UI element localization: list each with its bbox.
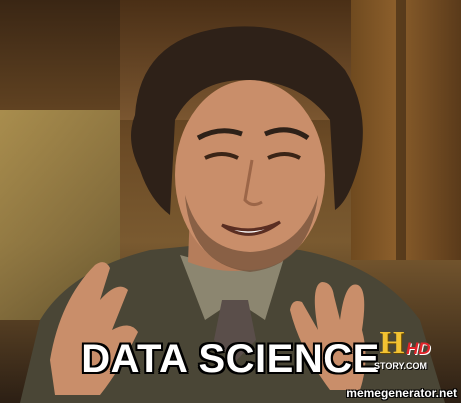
necktie [214,300,256,362]
channel-logo: H HD STORY.COM [374,325,444,380]
channel-logo-hd: HD [406,339,431,358]
right-eye [267,152,301,160]
background-wood-groove [396,0,406,260]
meme-caption: DATA SCIENCE [81,337,380,381]
right-eyebrow [264,127,310,141]
beard-stubble [185,195,318,272]
hair [131,26,363,215]
right-hand [290,282,366,390]
mouth [221,220,281,236]
left-eyebrow [196,128,243,141]
channel-logo-site: STORY.COM [374,361,428,371]
shirt-collar [180,255,285,320]
watermark: memegenerator.net [346,386,457,400]
background-wood-panel [351,0,461,260]
nose [243,159,263,207]
left-eye [204,152,239,160]
channel-logo-letter: H [379,324,405,360]
left-hand [50,262,138,395]
